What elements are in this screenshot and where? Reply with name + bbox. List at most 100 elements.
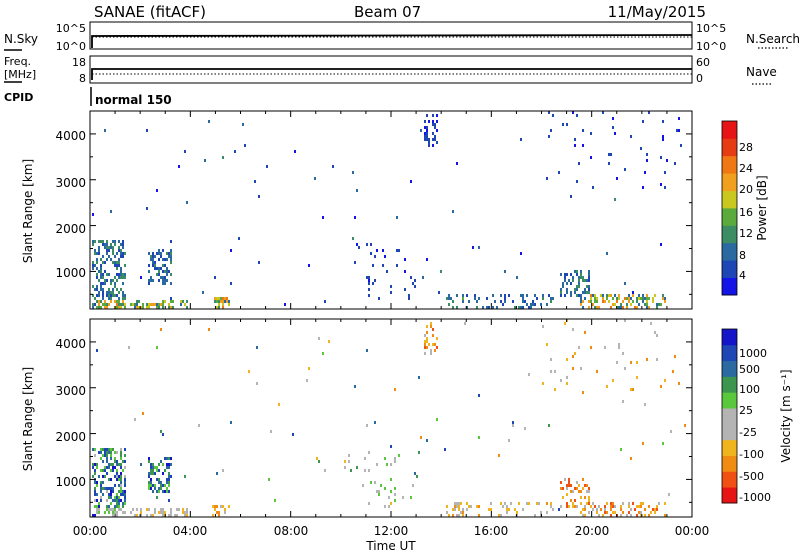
velocity-cell (564, 322, 566, 325)
velocity-cell (390, 463, 392, 466)
power-cell (424, 132, 426, 135)
velocity-cell (214, 505, 216, 508)
velocity-cell (184, 514, 186, 517)
velocity-cell (150, 487, 152, 490)
power-cell (106, 258, 108, 261)
velocity-cell (394, 460, 396, 463)
power-cell (106, 291, 108, 294)
velocity-cell (120, 457, 122, 460)
velocity-cell (100, 484, 102, 487)
power-cell (522, 297, 524, 300)
power-cell (566, 273, 568, 276)
velocity-cell (148, 472, 150, 475)
nsearch-label: N.Search (746, 32, 800, 46)
power-cell (584, 297, 586, 300)
power-cell (486, 297, 488, 300)
power-cell (166, 267, 168, 270)
velocity-cell (98, 508, 100, 511)
power-cell (624, 282, 626, 285)
power-cell (104, 261, 106, 264)
velocity-cell (94, 472, 96, 475)
power-cell (566, 288, 568, 291)
velocity-cell (394, 487, 396, 490)
velocity-cell (108, 463, 110, 466)
velocity-cell (212, 514, 214, 517)
power-cell (164, 264, 166, 267)
power-cell (550, 129, 552, 132)
power-cell (468, 300, 470, 303)
power-cell (114, 255, 116, 258)
velocity-cell (108, 508, 110, 511)
velocity-cell (108, 451, 110, 454)
power-cell (374, 279, 376, 282)
velocity-cell (584, 331, 586, 334)
velocity-cell (168, 484, 170, 487)
velocity-cell (600, 508, 602, 511)
velocity-cell (344, 466, 346, 469)
power-cell (110, 291, 112, 294)
power-cell (612, 117, 614, 120)
velocity-cell (558, 508, 560, 511)
power-cell (100, 240, 102, 243)
velocity-bar-tick-100: 100 (739, 383, 760, 396)
power-cell (562, 282, 564, 285)
power-cell (214, 276, 216, 279)
velocity-cell (120, 451, 122, 454)
velocity-cell (166, 478, 168, 481)
velocity-bar-tick-neg25: -25 (739, 426, 757, 439)
velocity-bar-tick-500: 500 (739, 363, 760, 376)
velocity-cell (424, 340, 426, 343)
velocity-cell (158, 511, 160, 514)
power-cell (594, 300, 596, 303)
power-cell (98, 291, 100, 294)
power-cell (118, 306, 120, 309)
velocity-cell (466, 508, 468, 511)
velocity-cell (224, 511, 226, 514)
nsearch-tick-bottom: 10^0 (696, 40, 726, 53)
power-cell (148, 303, 150, 306)
power-cell (158, 279, 160, 282)
power-cell (432, 120, 434, 123)
power-cell (646, 153, 648, 156)
velocity-cell (102, 469, 104, 472)
power-cell (308, 264, 310, 267)
power-cell (154, 267, 156, 270)
velocity-cell (398, 454, 400, 457)
velocity-cell (100, 469, 102, 472)
velocity-cell (124, 484, 126, 487)
power-cell (582, 306, 584, 309)
power-cell (602, 111, 604, 114)
velocity-cell (150, 481, 152, 484)
velocity-cell (110, 508, 112, 511)
velocity-cell (458, 508, 460, 511)
velocity-cell (100, 448, 102, 451)
power-cell (148, 270, 150, 273)
power-cell (110, 246, 112, 249)
velocity-cell (644, 514, 646, 517)
power-cell (218, 306, 220, 309)
power-cell (404, 270, 406, 273)
velocity-cell (164, 484, 166, 487)
power-cell (488, 306, 490, 309)
velocity-cell (110, 493, 112, 496)
power-cell (156, 303, 158, 306)
velocity-cell (106, 472, 108, 475)
power-cell (222, 306, 224, 309)
velocity-cell (458, 505, 460, 508)
power-cell (152, 303, 154, 306)
power-cell (596, 297, 598, 300)
power-cell (520, 252, 522, 255)
power-cell (580, 300, 582, 303)
velocity-cell (110, 457, 112, 460)
power-cell (426, 129, 428, 132)
power-cell (614, 303, 616, 306)
velocity-cell (136, 514, 138, 517)
velocity-cell (610, 514, 612, 517)
power-cell (582, 144, 584, 147)
power-cell (106, 240, 108, 243)
velocity-cell (410, 496, 412, 499)
velocity-cell (168, 490, 170, 493)
power-cell (562, 285, 564, 288)
velocity-cell (548, 424, 550, 427)
power-cell (142, 303, 144, 306)
